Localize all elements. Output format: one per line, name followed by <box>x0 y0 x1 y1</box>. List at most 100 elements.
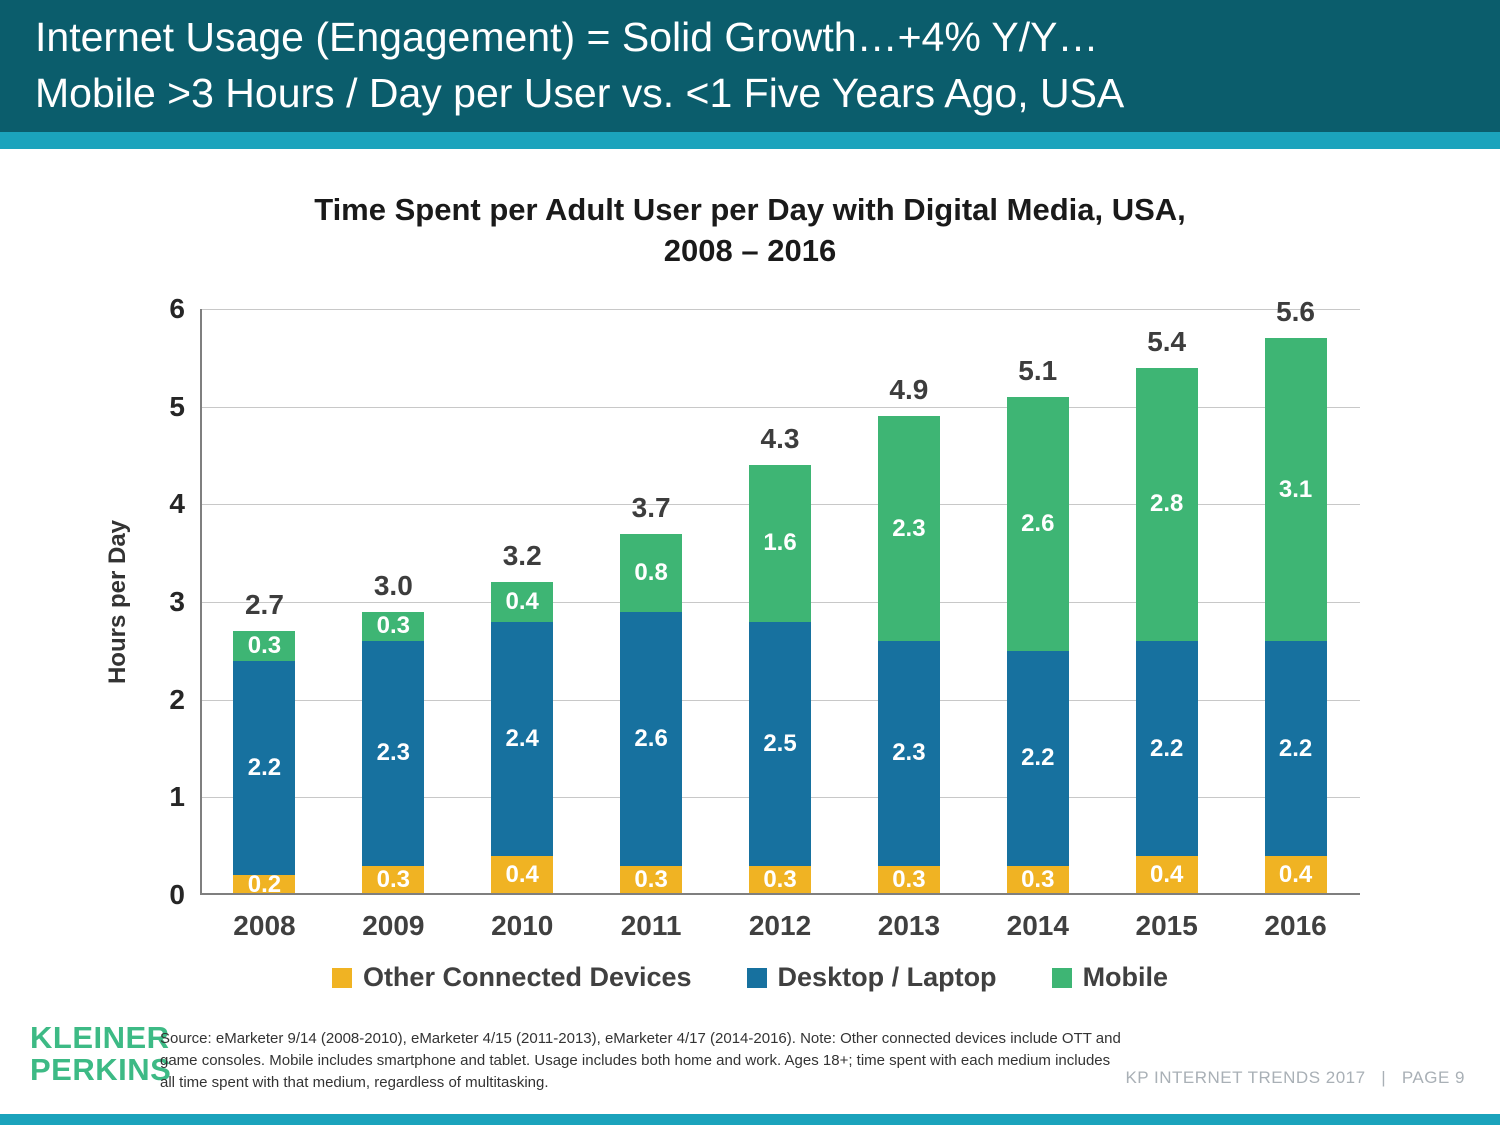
x-label-2008: 2008 <box>233 910 296 941</box>
x-label-2016: 2016 <box>1264 910 1327 941</box>
bar-segment-2008-desktop: 2.2 <box>233 660 296 876</box>
chart-title-line-2: 2008 – 2016 <box>663 232 837 268</box>
segment-value-label: 0.4 <box>505 588 539 616</box>
segment-value-label: 2.6 <box>634 724 668 752</box>
logo-line-1: KLEINER <box>30 1020 170 1055</box>
x-label-2009: 2009 <box>362 910 425 941</box>
bar-segment-2012-desktop: 2.5 <box>749 621 811 866</box>
segment-value-label: 0.3 <box>376 866 411 894</box>
segment-value-label: 0.3 <box>247 631 282 659</box>
y-tick-label-1: 1 <box>169 781 185 813</box>
segment-value-label: 2.5 <box>763 729 797 757</box>
kleiner-perkins-logo: KLEINER PERKINS <box>30 1022 171 1085</box>
segment-value-label: 0.3 <box>376 612 411 640</box>
y-tick-label-4: 4 <box>169 488 185 520</box>
segment-value-label: 0.2 <box>247 871 282 899</box>
x-label-2015: 2015 <box>1135 910 1198 941</box>
segment-value-label: 2.2 <box>247 754 282 782</box>
bar-segment-2016-mobile: 3.1 <box>1264 338 1327 642</box>
bar-segment-2016-desktop: 2.2 <box>1264 641 1327 856</box>
x-label-2010: 2010 <box>491 910 554 941</box>
bar-segment-2014-desktop: 2.2 <box>1006 650 1069 866</box>
legend-item-other-connected-devices: Other Connected Devices <box>331 962 692 993</box>
chart-title-line-1: Time Spent per Adult User per Day with D… <box>314 192 1186 227</box>
segment-value-label: 2.2 <box>1278 734 1313 762</box>
bar-segment-2012-mobile: 1.6 <box>749 465 811 622</box>
segment-value-label: 0.3 <box>763 866 797 894</box>
segment-value-label: 2.3 <box>892 739 926 767</box>
bar-segment-2013-mobile: 2.3 <box>877 416 940 642</box>
header-accent-strip <box>0 132 1500 149</box>
segment-value-label: 2.3 <box>892 514 926 542</box>
total-label-2011: 3.7 <box>631 491 671 523</box>
legend-label-mobile: Mobile <box>1082 962 1169 992</box>
segment-value-label: 0.3 <box>1021 866 1055 894</box>
total-label-2015: 5.4 <box>1147 325 1187 357</box>
legend-label-other: Other Connected Devices <box>362 962 692 992</box>
slide-title-line-2: Mobile >3 Hours / Day per User vs. <1 Fi… <box>35 70 1125 116</box>
y-axis-tick-labels: 0 1 2 3 4 5 6 <box>120 293 185 910</box>
source-note: Source: eMarketer 9/14 (2008-2010), eMar… <box>160 1028 1140 1093</box>
gridline-5 <box>200 406 1360 408</box>
legend-swatch-green-icon <box>1051 967 1072 988</box>
y-tick-label-2: 2 <box>169 683 185 715</box>
total-label-2010: 3.2 <box>502 540 542 572</box>
bar-segment-2013-desktop: 2.3 <box>877 641 940 866</box>
bar-segment-2011-mobile: 0.8 <box>620 533 683 612</box>
legend-swatch-yellow-icon <box>331 967 352 988</box>
source-line-2: game consoles. Mobile includes smartphon… <box>160 1051 1111 1069</box>
segment-value-label: 0.3 <box>634 866 668 894</box>
bar-segment-2014-other: 0.3 <box>1006 865 1069 895</box>
y-axis-line <box>200 309 202 895</box>
legend-item-desktop-laptop: Desktop / Laptop <box>746 962 997 993</box>
chart-legend: Other Connected Devices Desktop / Laptop… <box>0 962 1500 993</box>
bar-segment-2012-other: 0.3 <box>749 865 811 895</box>
bar-segment-2010-other: 0.4 <box>491 855 554 895</box>
source-line-1: Source: eMarketer 9/14 (2008-2010), eMar… <box>160 1030 1121 1047</box>
total-label-2008: 2.7 <box>244 589 284 621</box>
bar-segment-2009-mobile: 0.3 <box>362 611 425 642</box>
logo-line-2: PERKINS <box>30 1051 172 1087</box>
bar-segment-2015-desktop: 2.2 <box>1135 641 1198 856</box>
segment-value-label: 2.2 <box>1021 744 1055 772</box>
segment-value-label: 2.8 <box>1149 490 1184 518</box>
legend-swatch-blue-icon <box>746 967 767 988</box>
total-label-2013: 4.9 <box>889 374 929 406</box>
segment-value-label: 2.4 <box>505 724 539 752</box>
bar-segment-2008-mobile: 0.3 <box>233 631 296 661</box>
segment-value-label: 0.4 <box>1278 861 1313 889</box>
bottom-accent-strip <box>0 1114 1500 1125</box>
bar-segment-2010-mobile: 0.4 <box>491 582 554 622</box>
legend-label-desktop: Desktop / Laptop <box>777 962 997 992</box>
gridline-6 <box>200 309 1360 310</box>
chart-title: Time Spent per Adult User per Day with D… <box>0 190 1500 272</box>
segment-value-label: 1.6 <box>763 529 797 557</box>
total-label-2014: 5.1 <box>1018 354 1058 386</box>
segment-value-label: 2.2 <box>1149 734 1184 762</box>
segment-value-label: 0.3 <box>892 866 926 894</box>
bar-segment-2015-other: 0.4 <box>1135 855 1198 895</box>
x-axis-labels: 2008 2009 2010 2011 2012 2013 2014 2015 2016 <box>200 910 1360 942</box>
y-tick-label-3: 3 <box>169 586 185 617</box>
legend-item-mobile: Mobile <box>1051 962 1169 993</box>
bar-segment-2016-other: 0.4 <box>1264 855 1327 895</box>
x-axis-line <box>200 893 1360 895</box>
total-label-2012: 4.3 <box>760 423 800 455</box>
slide-header-banner: Internet Usage (Engagement) = Solid Grow… <box>0 0 1500 132</box>
source-line-3: all time spent with that medium, regardl… <box>160 1073 549 1091</box>
bar-segment-2009-other: 0.3 <box>362 865 425 895</box>
x-label-2012: 2012 <box>748 910 812 941</box>
segment-value-label: 0.4 <box>1149 861 1184 889</box>
y-tick-label-6: 6 <box>169 293 185 324</box>
bar-segment-2014-mobile: 2.6 <box>1006 396 1069 651</box>
bar-segment-2010-desktop: 2.4 <box>491 621 554 856</box>
bar-segment-2008-other: 0.2 <box>233 871 296 899</box>
y-tick-label-0: 0 <box>169 879 185 910</box>
segment-value-label: 2.3 <box>376 739 411 767</box>
x-label-2011: 2011 <box>620 910 682 941</box>
segment-value-label: 2.6 <box>1021 509 1055 537</box>
segment-value-label: 3.1 <box>1278 475 1313 503</box>
plot-area: 0.2 2.2 0.3 2.7 0.3 2.3 0.3 3.0 0.4 2.4 0.4 3.2 0.3 2… <box>200 298 1360 899</box>
page-footer-info: KP INTERNET TRENDS 2017 | PAGE 9 <box>1125 1068 1465 1087</box>
bar-segment-2009-desktop: 2.3 <box>362 641 425 866</box>
